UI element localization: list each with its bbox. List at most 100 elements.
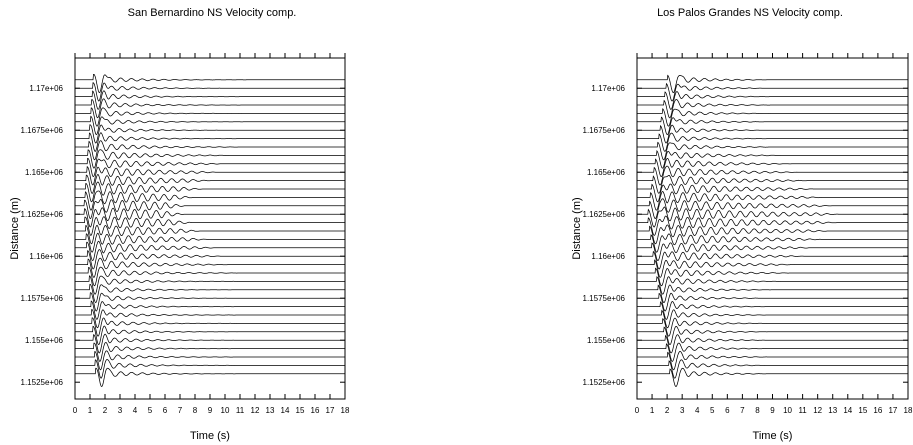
x-tick-label: 16 <box>873 406 882 415</box>
seismogram-trace <box>75 198 345 220</box>
seismogram-trace <box>75 216 345 236</box>
x-tick-label: 15 <box>858 406 867 415</box>
chart-title: Los Palos Grandes NS Velocity comp. <box>657 7 843 19</box>
seismogram-trace <box>75 350 345 371</box>
x-axis-label: Time (s) <box>753 430 793 442</box>
x-tick-label: 0 <box>73 406 78 415</box>
y-tick-label: 1.155e+06 <box>25 336 64 345</box>
plot-frame <box>636 57 909 400</box>
seismogram-trace <box>637 275 908 295</box>
trace-group <box>75 74 345 388</box>
y-tick-label: 1.16e+06 <box>29 252 63 261</box>
x-tick-label: 15 <box>296 406 305 415</box>
seismogram-trace <box>637 334 908 354</box>
y-tick-label: 1.1675e+06 <box>583 126 626 135</box>
x-tick-label: 1 <box>650 406 655 415</box>
seismogram-trace <box>637 191 908 211</box>
x-tick-label: 4 <box>133 406 138 415</box>
x-tick-label: 8 <box>755 406 760 415</box>
seismogram-trace <box>75 224 345 245</box>
seismogram-trace <box>637 99 908 119</box>
seismogram-trace <box>637 367 908 387</box>
x-tick-label: 4 <box>695 406 700 415</box>
seismogram-trace <box>75 149 345 169</box>
y-tick-label: 1.165e+06 <box>587 168 626 177</box>
x-tick-label: 5 <box>710 406 715 415</box>
y-tick-label: 1.155e+06 <box>587 336 626 345</box>
seismogram-trace <box>637 116 908 136</box>
seismogram-trace <box>75 90 345 110</box>
seismogram-trace <box>637 326 908 346</box>
x-tick-label: 13 <box>266 406 275 415</box>
seismogram-trace <box>637 157 908 178</box>
seismogram-trace <box>75 207 345 228</box>
y-tick-label: 1.1575e+06 <box>583 294 626 303</box>
x-tick-label: 0 <box>635 406 640 415</box>
x-tick-label: 16 <box>311 406 320 415</box>
y-tick-label: 1.17e+06 <box>29 84 63 93</box>
seismogram-trace <box>75 74 345 94</box>
seismogram-trace <box>637 141 908 161</box>
y-tick-label: 1.1525e+06 <box>21 378 64 387</box>
seismogram-trace <box>75 249 345 270</box>
y-axis-label: Distance (m) <box>571 197 583 259</box>
x-tick-label: 12 <box>813 406 822 415</box>
x-tick-label: 9 <box>770 406 775 415</box>
y-tick-label: 1.1675e+06 <box>21 126 64 135</box>
seismogram-trace <box>637 292 908 312</box>
x-tick-label: 12 <box>251 406 260 415</box>
seismogram-trace <box>637 124 908 144</box>
x-tick-label: 3 <box>680 406 685 415</box>
seismogram-trace <box>75 232 345 253</box>
seismogram-trace <box>637 259 908 278</box>
seismogram-trace <box>637 150 908 169</box>
seismogram-trace <box>637 82 908 102</box>
seismogram-trace <box>637 309 908 329</box>
seismogram-trace <box>637 198 908 219</box>
seismogram-trace <box>637 284 908 303</box>
x-tick-label: 5 <box>148 406 153 415</box>
seismogram-trace <box>637 350 908 371</box>
y-axis-label: Distance (m) <box>9 197 21 259</box>
seismogram-trace <box>75 292 345 312</box>
y-tick-label: 1.165e+06 <box>25 168 64 177</box>
y-tick-label: 1.17e+06 <box>591 84 625 93</box>
x-tick-label: 7 <box>178 406 183 415</box>
seismogram-trace <box>637 74 908 94</box>
seismogram-trace <box>75 300 345 320</box>
x-tick-label: 13 <box>828 406 837 415</box>
seismogram-trace <box>75 240 345 262</box>
seismogram-trace <box>75 275 345 295</box>
chart-title: San Bernardino NS Velocity comp. <box>128 7 297 19</box>
plot-frame <box>74 57 346 400</box>
x-tick-label: 18 <box>341 406 350 415</box>
x-tick-label: 14 <box>843 406 852 415</box>
panel-2: Los Palos Grandes NS Velocity comp. 0 1 2 3 4… <box>571 7 913 442</box>
seismogram-trace <box>75 140 345 161</box>
x-tick-label: 1 <box>88 406 93 415</box>
seismogram-trace <box>75 157 345 178</box>
seismogram-trace <box>637 175 908 194</box>
seismogram-trace <box>75 283 345 304</box>
seismogram-trace <box>75 165 345 186</box>
seismogram-trace <box>75 98 345 119</box>
y-tick-label: 1.1625e+06 <box>21 210 64 219</box>
seismogram-trace <box>637 359 908 379</box>
seismogram-trace <box>637 342 908 362</box>
seismogram-trace <box>637 215 908 236</box>
seismogram-trace <box>75 124 345 144</box>
seismogram-trace <box>637 317 908 337</box>
seismogram-trace <box>637 233 908 253</box>
seismogram-trace <box>75 317 345 337</box>
seismogram-trace <box>75 190 345 211</box>
x-tick-label: 17 <box>326 406 335 415</box>
x-tick-label: 10 <box>783 406 792 415</box>
y-tick-label: 1.1625e+06 <box>583 210 626 219</box>
x-tick-label: 10 <box>221 406 230 415</box>
seismogram-trace <box>637 165 908 186</box>
x-axis-label: Time (s) <box>190 430 230 442</box>
seismogram-trace <box>637 250 908 270</box>
seismogram-trace <box>75 333 345 354</box>
seismogram-trace <box>637 206 908 228</box>
x-tick-label: 18 <box>904 406 913 415</box>
